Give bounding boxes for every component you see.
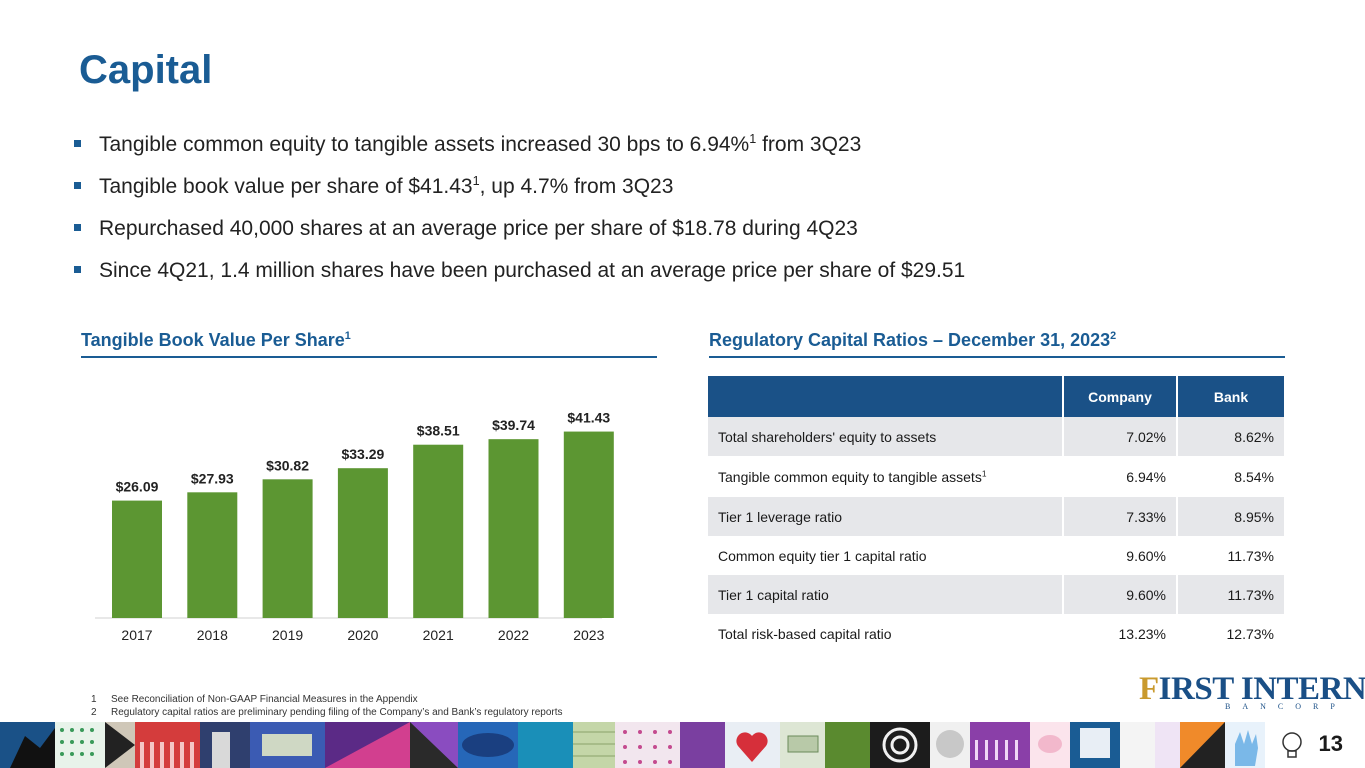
x-tick-label-2023: 2023: [573, 627, 604, 643]
row-label: Tier 1 capital ratio: [708, 575, 1064, 614]
table-row: Common equity tier 1 capital ratio 9.60%…: [708, 536, 1284, 575]
table-row: Total risk-based capital ratio 13.23% 12…: [708, 614, 1284, 653]
chart-section-title: Tangible Book Value Per Share1: [81, 330, 657, 358]
table-header-bank: Bank: [1178, 376, 1284, 417]
data-label-2017: $26.09: [116, 479, 159, 495]
bullet-item: Tangible book value per share of $41.431…: [72, 170, 1172, 212]
bank-value: 8.62%: [1178, 417, 1284, 456]
company-value: 7.02%: [1064, 417, 1178, 456]
table-row: Tier 1 leverage ratio 7.33% 8.95%: [708, 497, 1284, 536]
x-tick-label-2018: 2018: [197, 627, 228, 643]
x-tick-label-2020: 2020: [347, 627, 378, 643]
row-label: Total shareholders' equity to assets: [708, 417, 1064, 456]
footnote: 2 Regulatory capital ratios are prelimina…: [91, 707, 563, 718]
row-label: Common equity tier 1 capital ratio: [708, 536, 1064, 575]
regulatory-capital-table: Company Bank Total shareholders' equity …: [708, 376, 1284, 653]
row-label: Tangible common equity to tangible asset…: [708, 456, 1064, 497]
table-row: Tangible common equity to tangible asset…: [708, 456, 1284, 497]
page-number: 13: [1318, 731, 1343, 756]
bar-2020: [337, 468, 388, 618]
bar-2017: [112, 500, 162, 618]
data-label-2023: $41.43: [567, 410, 610, 426]
decorative-collage-strip: [0, 722, 1365, 768]
table-header-blank: [708, 376, 1064, 417]
footnote: 1 See Reconciliation of Non-GAAP Financia…: [91, 694, 418, 705]
company-value: 6.94%: [1064, 456, 1178, 497]
page-title: Capital: [79, 48, 213, 92]
bank-value: 12.73%: [1226, 625, 1274, 642]
bullet-item: Repurchased 40,000 shares at an average …: [72, 212, 1172, 254]
data-label-2018: $27.93: [191, 470, 234, 486]
bank-value: 11.73%: [1227, 547, 1274, 564]
table-header-row: Company Bank: [708, 376, 1284, 417]
data-label-2020: $33.29: [341, 446, 384, 462]
company-value: 7.33%: [1064, 497, 1178, 536]
footnotes: 1 See Reconciliation of Non-GAAP Financia…: [91, 693, 563, 719]
data-label-2022: $39.74: [492, 417, 535, 433]
x-tick-label-2019: 2019: [272, 627, 303, 643]
bullet-square-icon: [74, 182, 81, 189]
bank-value: 8.54%: [1234, 468, 1274, 485]
bar-2021: [413, 444, 464, 618]
table-header-company: Company: [1064, 376, 1178, 417]
x-tick-label-2017: 2017: [121, 627, 152, 643]
bullet-square-icon: [74, 266, 81, 273]
first-internet-bancorp-logo: FIRST INTERNET BANCORP: [1139, 671, 1365, 711]
company-value: 9.60%: [1064, 575, 1178, 614]
bullet-square-icon: [74, 140, 81, 147]
bank-value: 11.73%: [1178, 575, 1284, 614]
bar-2023: [563, 431, 614, 618]
x-tick-label-2022: 2022: [498, 627, 529, 643]
table-row: Total shareholders' equity to assets 7.0…: [708, 417, 1284, 456]
x-tick-label-2021: 2021: [423, 627, 454, 643]
bullet-item: Since 4Q21, 1.4 million shares have been…: [72, 254, 1172, 296]
bar-2018: [187, 492, 238, 618]
company-value: 9.60%: [1064, 536, 1178, 575]
row-label: Tier 1 leverage ratio: [708, 497, 1064, 536]
table-row: Tier 1 capital ratio 9.60% 11.73%: [708, 575, 1284, 614]
bullet-list: Tangible common equity to tangible asset…: [72, 128, 1172, 296]
bullet-item: Tangible common equity to tangible asset…: [72, 128, 1172, 170]
company-value: 13.23%: [1064, 614, 1178, 653]
table-section-title: Regulatory Capital Ratios – December 31,…: [709, 330, 1285, 358]
bank-value: 8.95%: [1178, 497, 1284, 536]
bar-2019: [262, 479, 313, 618]
bullet-square-icon: [74, 224, 81, 231]
tbv-bar-chart: $26.09 2017 $27.93 2018 $30.82 2019 $33.29 2020…: [95, 410, 614, 643]
data-label-2019: $30.82: [266, 457, 309, 473]
row-label: Total risk-based capital ratio: [708, 614, 1064, 653]
bar-2022: [488, 439, 539, 618]
data-label-2021: $38.51: [417, 423, 460, 439]
